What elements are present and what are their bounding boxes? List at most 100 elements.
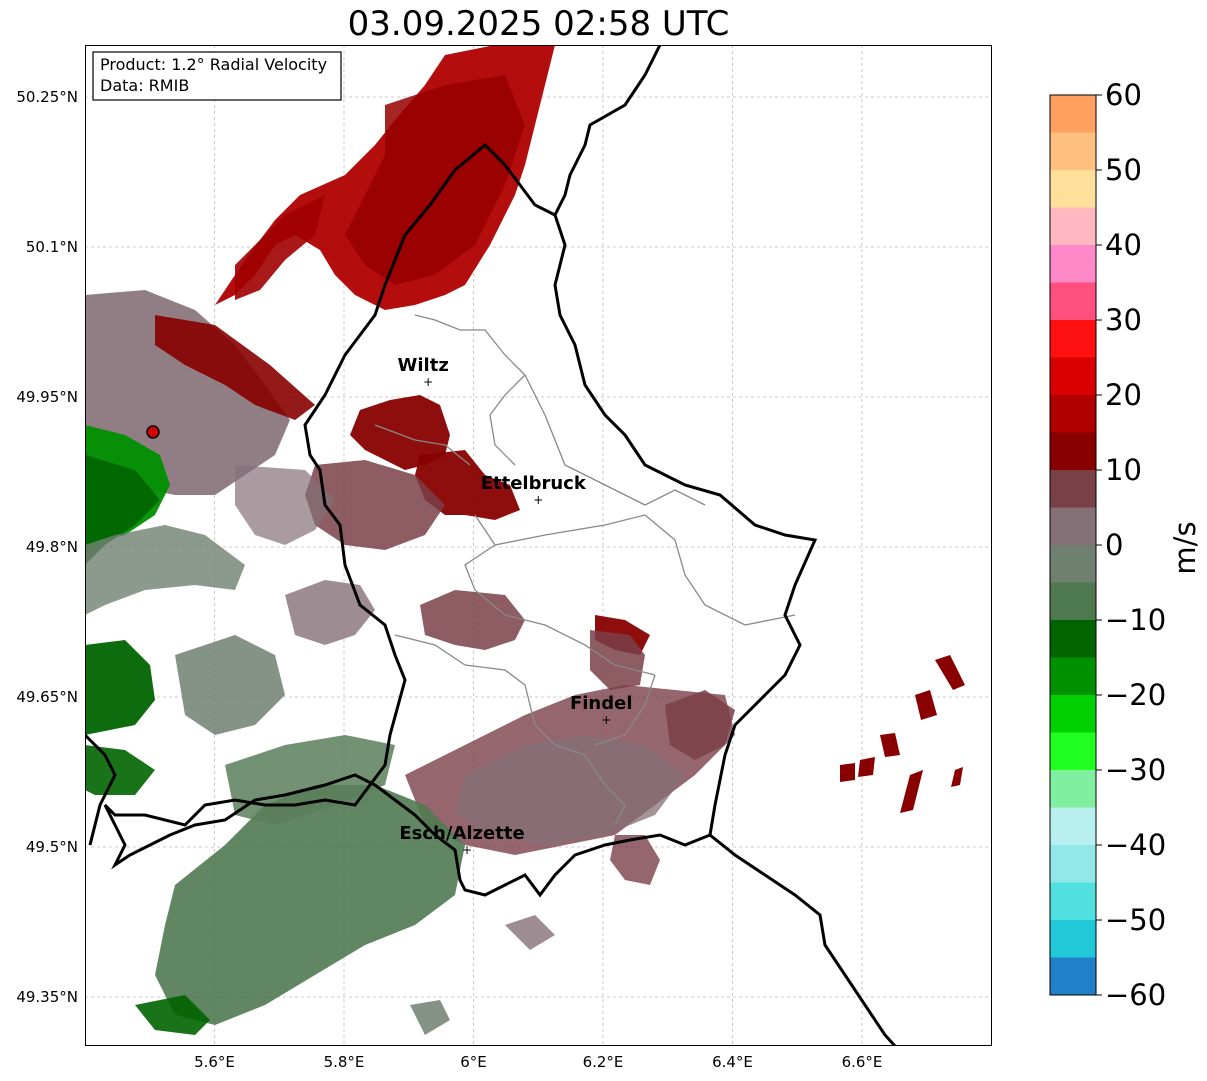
map-title: 03.09.2025 02:58 UTC [347,4,730,44]
lat-tick-label: 49.65°N [16,688,78,706]
city-label: Ettelbruck [481,473,587,494]
echo-east-streak5 [900,770,923,813]
echo-sw-green2 [225,735,395,825]
lat-tick-label: 50.1°N [26,238,78,256]
velocity-colorbar: 60 50 40 30 20 10 0 −10 −20 −30 −40 −50 −60 m/s [1049,80,1202,1012]
echo-gray-west [85,525,245,615]
city-marker: +Findel [570,693,633,727]
national-border [553,45,897,1046]
colorbar-segment [1050,95,1096,133]
echo-wiltz-cells [350,395,450,470]
city-marker: +Ettelbruck [481,473,587,507]
colorbar-tick-label: −30 [1105,753,1166,787]
colorbar-segment [1050,207,1096,246]
colorbar-segment [1050,845,1096,883]
echo-mid-band [420,590,525,650]
echo-east-streak3 [880,733,900,757]
map-frame [85,45,992,1046]
lat-tick-label: 49.35°N [16,988,78,1006]
colorbar-segment [1050,282,1096,321]
city-label: Findel [570,693,633,714]
echo-south-gray-patch [410,1000,450,1035]
echo-east-streak6 [951,767,963,787]
colorbar-tick-label: −20 [1105,678,1166,712]
city-marker-symbol: + [601,713,611,727]
colorbar-tick-label: 60 [1105,80,1142,112]
colorbar-segment [1050,732,1096,771]
latitude-labels: 50.25°N 50.1°N 49.95°N 49.8°N 49.65°N 49.5°N 4… [16,88,78,1006]
colorbar-segment [1050,395,1096,433]
colorbar-tick-label: 50 [1105,153,1142,187]
colorbar-segment [1050,695,1096,733]
lon-tick-label: 5.8°E [324,1053,365,1071]
colorbar-tick-label: 10 [1105,453,1142,487]
echo-findel-cluster [590,630,645,690]
lon-tick-label: 5.6°E [194,1053,235,1071]
colorbar-segment [1050,957,1096,996]
echo-east-streak7 [858,757,875,777]
lon-tick-label: 6.4°E [712,1053,753,1071]
lon-tick-label: 6.2°E [583,1053,624,1071]
radar-map: +Wiltz+Ettelbruck+Findel+Esch/Alzette Pr… [85,45,992,1046]
echo-west-dark-green [85,640,155,735]
lon-tick-label: 6.6°E [842,1053,883,1071]
echo-southeast-cells [610,835,660,885]
colorbar-segment [1050,507,1096,546]
echo-inbound-west2 [85,455,160,565]
colorbar-segment [1050,770,1096,808]
colorbar-tick-label: 30 [1105,303,1142,337]
echo-sw-green [155,785,465,1025]
luxembourg-border-west [103,142,711,898]
city-label: Wiltz [398,355,449,376]
echo-west-green-lobe [175,635,285,735]
colorbar-tick-label: 40 [1105,228,1142,262]
colorbar-unit: m/s [1168,521,1202,574]
echo-radar-red [155,315,315,420]
echo-outbound-ne-dark [345,75,525,285]
colorbar-segment [1050,657,1096,696]
colorbar-segment [1050,320,1096,358]
colorbar-segment [1050,245,1096,283]
canton-boundaries [374,314,796,826]
colorbar-segment [1050,620,1096,658]
colorbar-segment [1050,882,1096,921]
city-marker-symbol: + [462,843,472,857]
echo-outbound-ne-tail [235,195,325,300]
city-marker-symbol: + [533,493,543,507]
info-product: Product: 1.2° Radial Velocity [100,55,327,74]
colorbar-tick-label: −10 [1105,603,1166,637]
west-border [85,733,117,846]
info-box: Product: 1.2° Radial Velocity Data: RMIB [92,51,342,101]
colorbar-gradient [1050,95,1096,996]
colorbar-tick-label: −60 [1105,978,1166,1012]
echo-west-dark-green2 [85,745,155,795]
echo-mixed-band2 [235,465,335,545]
longitude-labels: 5.6°E 5.8°E 6°E 6.2°E 6.4°E 6.6°E [194,1053,882,1071]
colorbar-segment [1050,545,1096,583]
echo-findel-east [665,690,735,760]
colorbar-segment [1050,132,1096,171]
echo-east-streak4 [840,763,855,782]
lon-tick-label: 6°E [460,1053,487,1071]
colorbar-segment [1050,582,1096,621]
echo-sw-dark-green [135,995,210,1035]
city-marker-symbol: + [423,375,433,389]
colorbar-ticks: 60 50 40 30 20 10 0 −10 −20 −30 −40 −50 −60 [1096,80,1166,1012]
radar-echoes [85,45,965,1035]
echo-gray-small [505,915,555,950]
colorbar-segment [1050,807,1096,846]
lat-tick-label: 49.8°N [26,538,78,556]
lat-tick-label: 49.95°N [16,388,78,406]
colorbar-segment [1050,470,1096,508]
colorbar-segment [1050,357,1096,396]
colorbar-tick-label: −50 [1105,903,1166,937]
city-marker: +Esch/Alzette [399,823,524,857]
colorbar-segment [1050,170,1096,208]
colorbar-tick-label: 0 [1105,528,1123,562]
info-data-source: Data: RMIB [100,76,189,95]
colorbar-segment [1050,432,1096,471]
radar-site-marker [146,425,160,439]
colorbar-tick-label: −40 [1105,828,1166,862]
city-label: Esch/Alzette [399,823,524,844]
echo-east-streak2 [915,690,937,720]
